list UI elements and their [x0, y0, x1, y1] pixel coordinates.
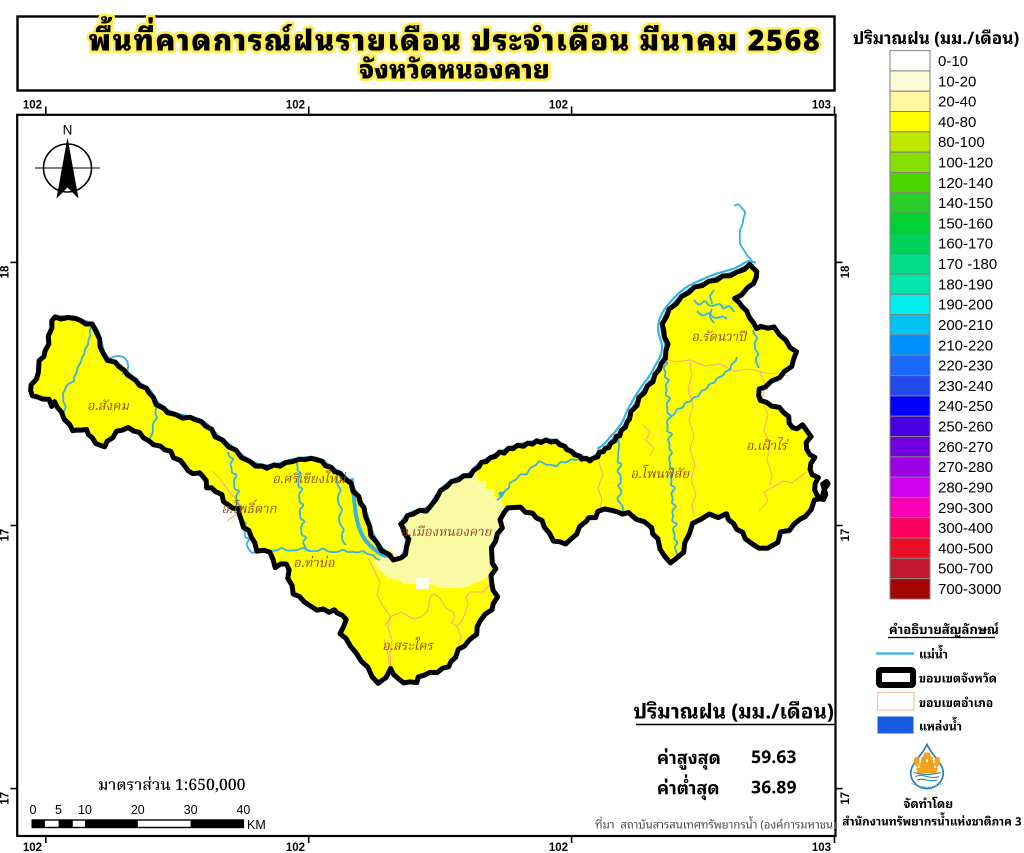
svg-text:400-500: 400-500 — [938, 540, 993, 557]
svg-text:102: 102 — [286, 842, 305, 853]
svg-text:120-140: 120-140 — [938, 175, 993, 192]
svg-text:240-250: 240-250 — [938, 398, 993, 415]
svg-text:180-190: 180-190 — [938, 276, 993, 293]
svg-text:0: 0 — [30, 803, 37, 817]
svg-text:N: N — [63, 123, 73, 138]
svg-text:700-3000: 700-3000 — [938, 581, 1001, 598]
svg-text:5: 5 — [55, 803, 62, 817]
svg-text:170 -180: 170 -180 — [938, 256, 997, 273]
svg-text:230-240: 230-240 — [938, 378, 993, 395]
svg-text:102: 102 — [549, 842, 568, 853]
svg-text:290-300: 290-300 — [938, 500, 993, 517]
svg-text:30: 30 — [184, 803, 198, 817]
svg-text:102: 102 — [549, 100, 568, 112]
svg-text:20-40: 20-40 — [938, 94, 976, 111]
svg-text:17: 17 — [840, 529, 852, 542]
svg-text:18: 18 — [840, 265, 852, 278]
svg-text:102: 102 — [23, 842, 42, 853]
svg-text:40-80: 40-80 — [938, 114, 976, 131]
svg-text:140-150: 140-150 — [938, 195, 993, 212]
svg-text:250-260: 250-260 — [938, 419, 993, 436]
svg-text:10: 10 — [78, 803, 92, 817]
svg-text:300-400: 300-400 — [938, 520, 993, 537]
svg-text:17: 17 — [0, 792, 12, 805]
svg-text:18: 18 — [0, 265, 12, 278]
svg-text:500-700: 500-700 — [938, 561, 993, 578]
svg-text:10-20: 10-20 — [938, 73, 976, 90]
svg-text:102: 102 — [286, 100, 305, 112]
svg-text:100-120: 100-120 — [938, 155, 993, 172]
svg-text:280-290: 280-290 — [938, 480, 993, 497]
svg-text:260-270: 260-270 — [938, 439, 993, 456]
svg-text:0-10: 0-10 — [938, 53, 968, 70]
svg-text:KM: KM — [247, 818, 266, 832]
svg-text:103: 103 — [812, 100, 831, 112]
svg-text:150-160: 150-160 — [938, 215, 993, 232]
svg-text:220-230: 220-230 — [938, 358, 993, 375]
svg-text:270-280: 270-280 — [938, 459, 993, 476]
svg-text:40: 40 — [236, 803, 250, 817]
svg-text:102: 102 — [23, 100, 42, 112]
svg-text:17: 17 — [840, 792, 852, 805]
svg-text:200-210: 200-210 — [938, 317, 993, 334]
svg-text:190-200: 190-200 — [938, 297, 993, 314]
svg-text:160-170: 160-170 — [938, 236, 993, 253]
svg-text:17: 17 — [0, 529, 12, 542]
svg-text:210-220: 210-220 — [938, 337, 993, 354]
svg-text:80-100: 80-100 — [938, 134, 985, 151]
svg-text:20: 20 — [131, 803, 145, 817]
svg-text:103: 103 — [812, 842, 831, 853]
